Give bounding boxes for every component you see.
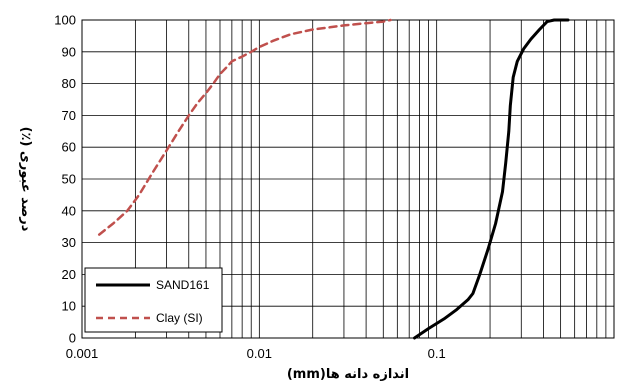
y-tick-labels: 0 10 20 30 40 50 60 70 80 90 100 [54,13,76,346]
y-tick-label: 30 [62,235,76,250]
plot-area-frame [81,19,615,339]
y-tick-label: 0 [69,331,76,346]
x-tick-label: 0.001 [66,346,99,361]
y-tick-label: 100 [54,13,76,28]
y-tick-label: 10 [62,299,76,314]
y-tick-label: 80 [62,76,76,91]
y-tick-label: 90 [62,44,76,59]
y-tick-label: 40 [62,203,76,218]
y-tick-label: 50 [62,172,76,187]
series-layer [97,18,570,340]
series-line-sand161 [413,18,570,340]
legend-label-sand161: SAND161 [156,278,210,292]
legend: SAND161 Clay (SI) [84,267,223,333]
y-tick-label: 70 [62,108,76,123]
legend-label-clay: Clay (SI) [156,311,203,325]
y-tick-label: 20 [62,267,76,282]
x-tick-labels: 0.001 0.01 0.1 [66,346,446,361]
x-tick-label: 0.01 [247,346,272,361]
legend-box [84,267,223,333]
y-axis-title: درصد عبوری (٪) [18,127,33,232]
x-tick-label: 0.1 [428,346,446,361]
y-tick-label: 60 [62,140,76,155]
x-axis-title: اندازه دانه ها(mm) [287,367,409,381]
series-line-clay [97,18,392,236]
